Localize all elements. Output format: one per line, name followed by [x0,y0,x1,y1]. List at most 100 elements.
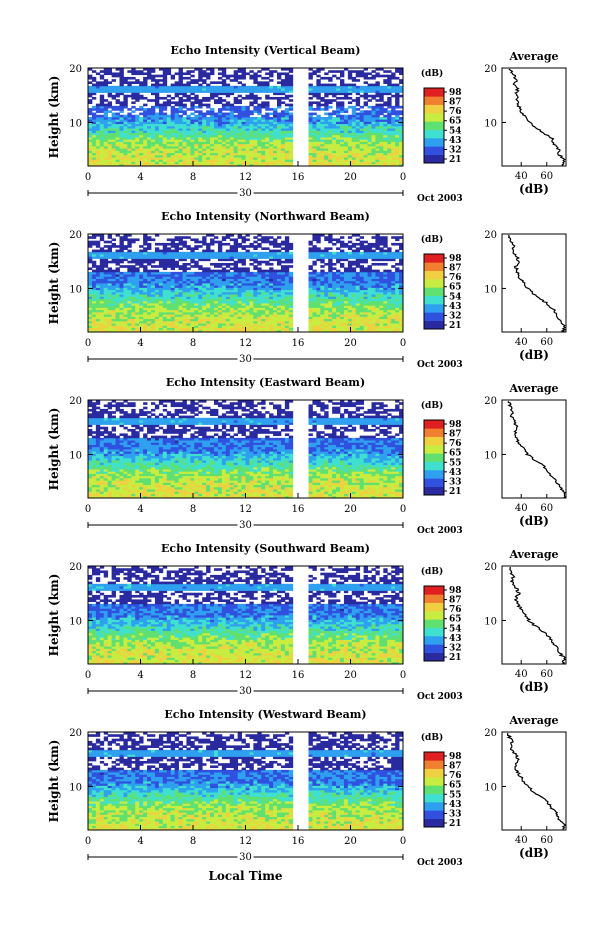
heatmap-cell [154,296,160,299]
heatmap-cell [340,143,345,147]
heatmap-cell [241,148,246,151]
heatmap-cell [182,134,187,138]
heatmap-cell [273,141,278,145]
heatmap-cell [379,159,384,162]
heatmap-cell [198,114,203,118]
heatmap-cell [336,85,341,89]
heatmap-cell [170,141,176,145]
heatmap-cell [119,265,124,268]
heatmap-cell [194,81,199,84]
heatmap-cell [115,294,120,297]
heatmap-cell [355,96,361,100]
heatmap-cell [288,76,294,80]
heatmap-cell [328,132,333,136]
heatmap-cell [166,238,172,242]
heatmap-cell [194,278,199,282]
heatmap-cell [147,291,152,295]
heatmap-cell [355,163,361,167]
heatmap-cell [143,242,148,246]
heatmap-cell [147,238,152,242]
heatmap-cell [253,85,258,89]
heatmap-cell [320,96,325,100]
heatmap-cell [206,152,211,156]
heatmap-cell [217,119,223,122]
heatmap-cell [375,108,380,111]
heatmap-cell [135,296,140,299]
heatmap-cell [202,70,207,73]
heatmap-cell [269,85,274,89]
heatmap-cell [166,294,172,297]
heatmap-cell [119,280,124,284]
heatmap-cell [269,152,274,156]
heatmap-cell [107,236,113,239]
heatmap-cell [328,114,333,118]
heatmap-cell [178,327,183,331]
heatmap-cell [190,159,195,162]
heatmap-cell [284,121,290,125]
heatmap-cell [221,99,227,102]
heatmap-cell [170,145,176,149]
heatmap-cell [273,143,278,147]
heatmap-cell [245,94,250,98]
heatmap-cell [95,72,101,76]
heatmap-cell [363,157,368,160]
heatmap-cell [245,137,250,140]
heatmap-cell [143,298,148,302]
heatmap-cell [143,274,148,277]
heatmap-cell [115,300,120,304]
heatmap-cell [249,141,254,145]
heatmap-cell [190,103,195,107]
heatmap-cell [312,139,317,142]
heatmap-cell [91,143,97,147]
heatmap-cell [170,148,176,151]
heatmap-cell [95,294,101,297]
heatmap-cell [143,289,148,293]
heatmap-cell [99,114,105,118]
heatmap-cell [174,83,179,87]
heatmap-cell [280,125,286,129]
heatmap-cell [273,119,278,122]
heatmap-cell [147,132,152,136]
heatmap-cell [198,88,203,91]
heatmap-cell [88,123,93,127]
heatmap-cell [174,323,179,326]
heatmap-cell [273,88,278,91]
heatmap-cell [186,125,191,129]
heatmap-cell [308,96,313,100]
heatmap-cell [182,289,187,293]
heatmap-cell [154,117,160,120]
heatmap-cell [217,269,223,273]
heatmap-cell [245,148,250,151]
heatmap-cell [399,145,404,149]
heatmap-cell [210,88,215,91]
heatmap-cell [190,96,195,100]
heatmap-cell [265,247,270,250]
heatmap-cell [375,121,380,125]
heatmap-cell [221,242,227,246]
heatmap-cell [194,329,199,333]
heatmap-cell [198,143,203,147]
heatmap-cell [253,81,258,84]
heatmap-cell [371,159,376,162]
heatmap-cell [143,85,148,89]
heatmap-cell [383,70,388,73]
heatmap-cell [99,130,105,133]
heatmap-cell [135,251,140,255]
heatmap-cell [221,161,227,165]
heatmap-cell [174,123,179,127]
heatmap-cell [202,303,207,306]
heatmap-cell [111,294,116,297]
heatmap-cell [217,137,223,140]
heatmap-cell [363,143,368,147]
heatmap-cell [147,311,152,315]
heatmap-cell [249,123,254,127]
heatmap-cell [107,271,113,275]
heatmap-cell [277,125,282,129]
heatmap-cell [166,260,172,264]
heatmap-cell [202,307,207,311]
heatmap-cell [131,238,136,242]
heatmap-cell [162,152,168,156]
heatmap-cell [225,269,231,273]
heatmap-cell [225,159,231,162]
heatmap-cell [280,134,286,138]
